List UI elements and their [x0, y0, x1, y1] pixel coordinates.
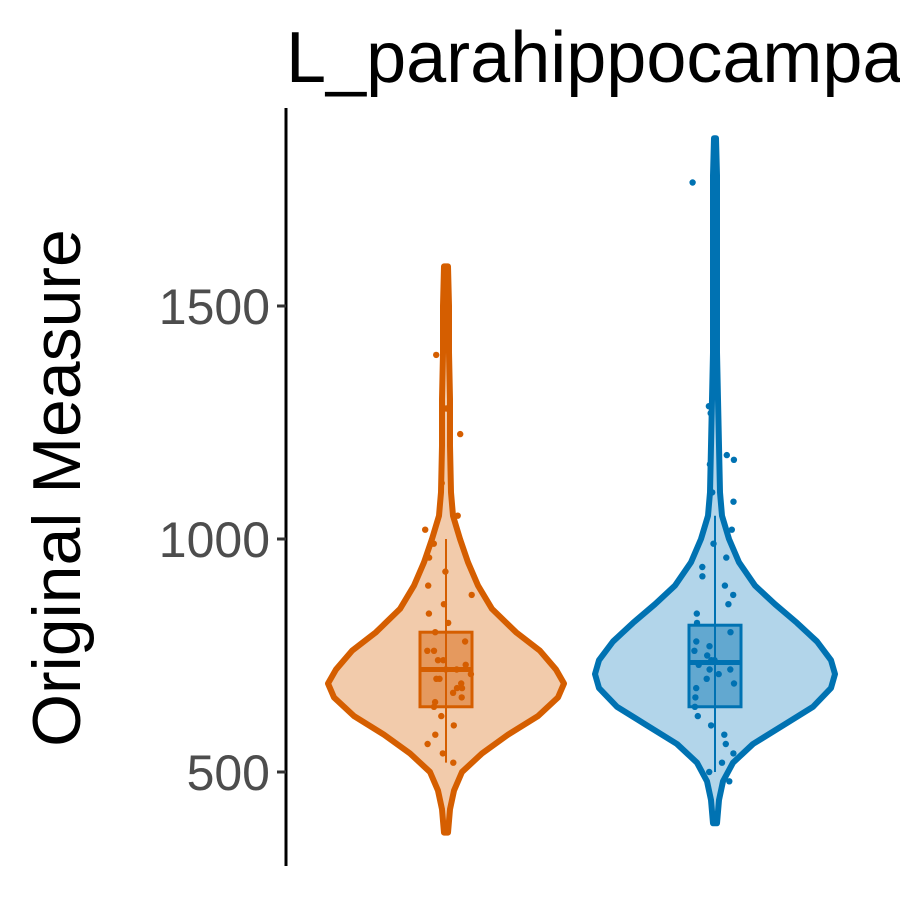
data-point [707, 410, 714, 417]
data-point [699, 563, 706, 571]
data-point [424, 740, 431, 748]
data-point [450, 722, 457, 729]
data-point [723, 451, 730, 459]
data-point [715, 670, 722, 678]
data-point [438, 479, 445, 487]
data-point [727, 666, 734, 673]
data-point [458, 680, 465, 687]
data-point [449, 689, 457, 696]
data-point [727, 629, 734, 636]
data-point [699, 573, 706, 580]
data-point [709, 489, 716, 496]
chart-title: L_parahippocampa [286, 18, 900, 98]
data-point [723, 554, 730, 561]
data-point [424, 647, 431, 654]
data-point [706, 461, 714, 468]
data-point [457, 430, 464, 438]
data-point [445, 305, 452, 312]
data-point [450, 759, 457, 766]
data-point [706, 666, 713, 673]
violin-group-2 [592, 135, 838, 827]
data-point [430, 540, 437, 547]
data-point [461, 638, 469, 645]
data-point [693, 610, 700, 617]
violin-group-1 [325, 263, 567, 836]
data-point [693, 684, 700, 692]
data-point [433, 675, 440, 682]
data-point [442, 568, 449, 575]
data-point [432, 731, 439, 738]
violins [325, 135, 838, 836]
data-point [438, 712, 445, 720]
data-point [706, 643, 713, 650]
data-point [710, 540, 717, 547]
data-point [707, 722, 715, 729]
data-point [439, 750, 446, 757]
y-axis-label: Original Measure [19, 229, 95, 747]
box-iqr [687, 623, 743, 709]
data-point [730, 680, 738, 687]
data-point [691, 647, 698, 654]
data-point [725, 601, 732, 608]
data-point [721, 582, 729, 589]
data-point [422, 526, 429, 533]
y-tick-label: 1000 [159, 512, 270, 568]
data-point [425, 610, 433, 617]
data-point [462, 661, 469, 668]
data-point [433, 351, 440, 359]
data-point [440, 657, 447, 664]
data-point [689, 179, 696, 186]
data-point [722, 740, 729, 748]
data-point [706, 768, 713, 776]
data-point [705, 403, 713, 410]
data-point [440, 601, 448, 608]
data-point [704, 652, 711, 659]
data-point [458, 694, 465, 701]
data-point [692, 694, 699, 701]
data-point [703, 675, 710, 682]
data-point [694, 712, 701, 720]
data-point [718, 759, 726, 766]
data-point [726, 778, 733, 785]
violin-shape [592, 135, 838, 827]
data-point [728, 526, 735, 533]
y-tick-label: 500 [187, 745, 270, 801]
data-point [425, 554, 433, 561]
data-point [730, 750, 737, 757]
data-point [721, 731, 728, 738]
data-point [425, 582, 432, 589]
data-point [454, 512, 461, 519]
data-point [730, 591, 737, 599]
data-point [434, 657, 442, 664]
data-point [445, 619, 452, 627]
data-point [468, 591, 475, 599]
data-point [443, 405, 450, 412]
data-point [730, 498, 737, 505]
y-axis-ticks: 500 1000 1500 [159, 279, 286, 801]
data-point [730, 456, 738, 463]
y-tick-label: 1500 [159, 279, 270, 335]
data-point [693, 638, 700, 645]
data-point [431, 698, 439, 706]
data-point [453, 684, 461, 692]
data-point [430, 647, 438, 654]
